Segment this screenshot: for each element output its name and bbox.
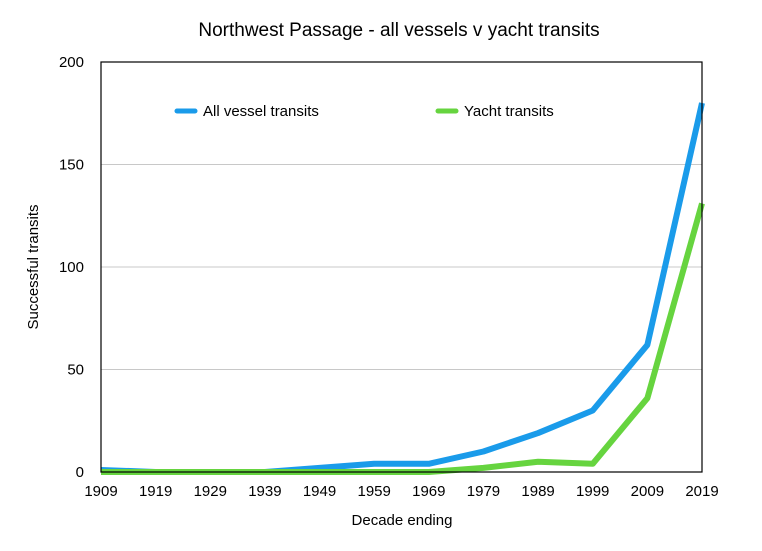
data-point bbox=[535, 430, 541, 436]
data-point bbox=[590, 408, 596, 414]
data-point bbox=[371, 461, 377, 467]
y-tick-label: 0 bbox=[76, 464, 84, 481]
x-tick-label: 2019 bbox=[685, 483, 718, 500]
plot-area-frame bbox=[100, 61, 703, 473]
x-tick-label: 2009 bbox=[631, 483, 664, 500]
data-point bbox=[426, 461, 432, 467]
data-point bbox=[480, 449, 486, 455]
x-tick-label: 1919 bbox=[139, 483, 172, 500]
y-tick-label: 200 bbox=[59, 54, 84, 71]
data-point bbox=[644, 395, 650, 401]
legend: All vessel transits Yacht transits bbox=[174, 103, 554, 120]
x-tick-label: 1969 bbox=[412, 483, 445, 500]
series-line-0 bbox=[100, 102, 705, 475]
legend-label-1: Yacht transits bbox=[464, 103, 554, 120]
x-tick-label: 1929 bbox=[194, 483, 227, 500]
y-tick-label: 100 bbox=[59, 259, 84, 276]
data-point bbox=[590, 461, 596, 467]
gridlines bbox=[101, 164, 702, 370]
x-tick-label: 1949 bbox=[303, 483, 336, 500]
y-axis-label: Successful transits bbox=[25, 204, 42, 329]
x-axis-label: Decade ending bbox=[352, 512, 453, 529]
x-tick-label: 1979 bbox=[467, 483, 500, 500]
x-tick-label: 1989 bbox=[521, 483, 554, 500]
y-tick-label: 150 bbox=[59, 157, 84, 174]
legend-label-0: All vessel transits bbox=[203, 103, 319, 120]
x-tick-label: 1909 bbox=[84, 483, 117, 500]
data-point bbox=[535, 459, 541, 465]
y-axis-ticks: 0 50 100 150 200 bbox=[59, 54, 84, 481]
data-point bbox=[480, 465, 486, 471]
x-tick-label: 1939 bbox=[248, 483, 281, 500]
x-tick-label: 1999 bbox=[576, 483, 609, 500]
series-line-1 bbox=[101, 202, 705, 475]
series-lines bbox=[100, 102, 705, 475]
chart-title: Northwest Passage - all vessels v yacht … bbox=[198, 20, 599, 41]
x-tick-label: 1959 bbox=[357, 483, 390, 500]
y-tick-label: 50 bbox=[67, 362, 84, 379]
x-axis-ticks: 1909 1919 1929 1939 1949 1959 1969 1979 1989 1999… bbox=[84, 483, 718, 500]
data-point bbox=[644, 342, 650, 348]
